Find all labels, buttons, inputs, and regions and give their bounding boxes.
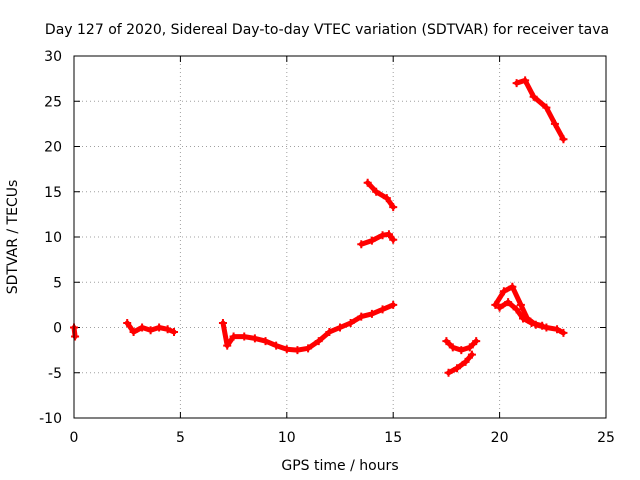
y-tick-label: -10 — [39, 411, 62, 427]
y-tick-label: 20 — [44, 140, 62, 156]
data-point — [516, 300, 525, 309]
y-tick-label: 5 — [53, 275, 62, 291]
data-point — [229, 332, 238, 341]
data-point — [363, 178, 372, 187]
data-point — [559, 135, 568, 144]
data-point — [272, 341, 281, 350]
data-series-seg-8 — [495, 298, 547, 330]
data-point — [123, 318, 132, 327]
data-point — [138, 323, 147, 332]
data-trace — [514, 77, 566, 142]
data-point — [155, 323, 164, 332]
data-point — [512, 305, 521, 314]
data-point — [529, 92, 538, 101]
data-series-seg-1 — [123, 318, 179, 337]
plot-frame — [73, 55, 607, 419]
data-point — [467, 350, 476, 359]
data-trace — [220, 302, 396, 353]
x-tick-label: 10 — [278, 430, 296, 446]
data-point — [495, 303, 504, 312]
data-point — [521, 76, 530, 85]
data-series-seg-6 — [444, 350, 476, 377]
data-point — [357, 240, 366, 249]
data-point — [163, 325, 172, 334]
data-series-seg-2 — [218, 300, 398, 355]
data-point — [461, 357, 470, 366]
data-point — [512, 79, 521, 88]
data-point — [250, 334, 259, 343]
data-point — [367, 309, 376, 318]
data-point — [453, 364, 462, 373]
data-point — [357, 312, 366, 321]
data-point — [218, 318, 227, 327]
data-point — [223, 341, 232, 350]
data-point — [378, 305, 387, 314]
data-point — [336, 323, 344, 332]
data-point — [472, 337, 481, 346]
data-point — [261, 337, 270, 346]
data-series-seg-7 — [491, 282, 568, 337]
data-point — [504, 298, 513, 307]
y-tick-label: 25 — [44, 94, 62, 110]
data-point — [448, 343, 457, 352]
data-trace — [446, 352, 475, 376]
data-point — [129, 328, 138, 337]
grid-layer — [74, 56, 606, 418]
y-tick-label: -5 — [48, 366, 62, 382]
chart-title: Day 127 of 2020, Sidereal Day-to-day VTE… — [45, 22, 609, 38]
data-point — [527, 318, 536, 327]
data-point — [240, 332, 249, 341]
data-point — [389, 300, 398, 309]
data-point — [542, 103, 551, 112]
data-point — [372, 187, 381, 196]
data-series-seg-3 — [363, 178, 398, 212]
data-point — [384, 230, 393, 239]
data-point — [367, 236, 376, 245]
data-point — [508, 282, 517, 291]
data-series-seg-9 — [512, 76, 568, 144]
y-tick-label: 15 — [44, 185, 62, 201]
data-point — [538, 321, 547, 330]
data-point — [304, 344, 313, 353]
data-point — [314, 337, 323, 346]
data-point — [457, 346, 466, 355]
data-point — [346, 318, 355, 327]
data-point — [389, 203, 398, 212]
x-tick-label: 0 — [70, 430, 79, 446]
series-layer — [70, 76, 568, 377]
tick-layer: 0 5 10 15 20 25 -10 -5 0 5 10 15 20 25 30 — [39, 49, 615, 446]
data-point — [553, 325, 562, 334]
x-axis-label: GPS time / hours — [281, 458, 398, 474]
data-series-seg-0 — [70, 323, 80, 341]
data-point — [550, 119, 559, 128]
x-tick-label: 25 — [597, 430, 615, 446]
data-trace — [365, 180, 396, 210]
data-point — [282, 345, 291, 354]
data-point — [146, 326, 155, 335]
x-tick-label: 5 — [176, 430, 185, 446]
x-tick-label: 15 — [384, 430, 402, 446]
y-tick-label: 10 — [44, 230, 62, 246]
data-series-seg-5 — [442, 337, 481, 355]
y-tick-label: 0 — [53, 321, 62, 337]
y-axis-label: SDTVAR / TECUs — [5, 180, 21, 295]
x-tick-label: 20 — [491, 430, 509, 446]
y-tick-label: 30 — [44, 49, 62, 65]
data-trace — [492, 284, 566, 336]
data-point — [444, 368, 453, 377]
data-point — [382, 194, 391, 203]
data-point — [325, 328, 334, 337]
data-point — [170, 328, 179, 337]
data-point — [465, 343, 474, 352]
data-point — [293, 346, 302, 355]
data-point — [389, 235, 398, 244]
data-point — [499, 287, 508, 296]
data-point — [491, 300, 500, 309]
data-point — [519, 314, 528, 323]
data-point — [442, 337, 451, 346]
data-point — [559, 328, 568, 337]
data-point — [71, 332, 80, 341]
data-series-seg-4 — [357, 230, 398, 249]
